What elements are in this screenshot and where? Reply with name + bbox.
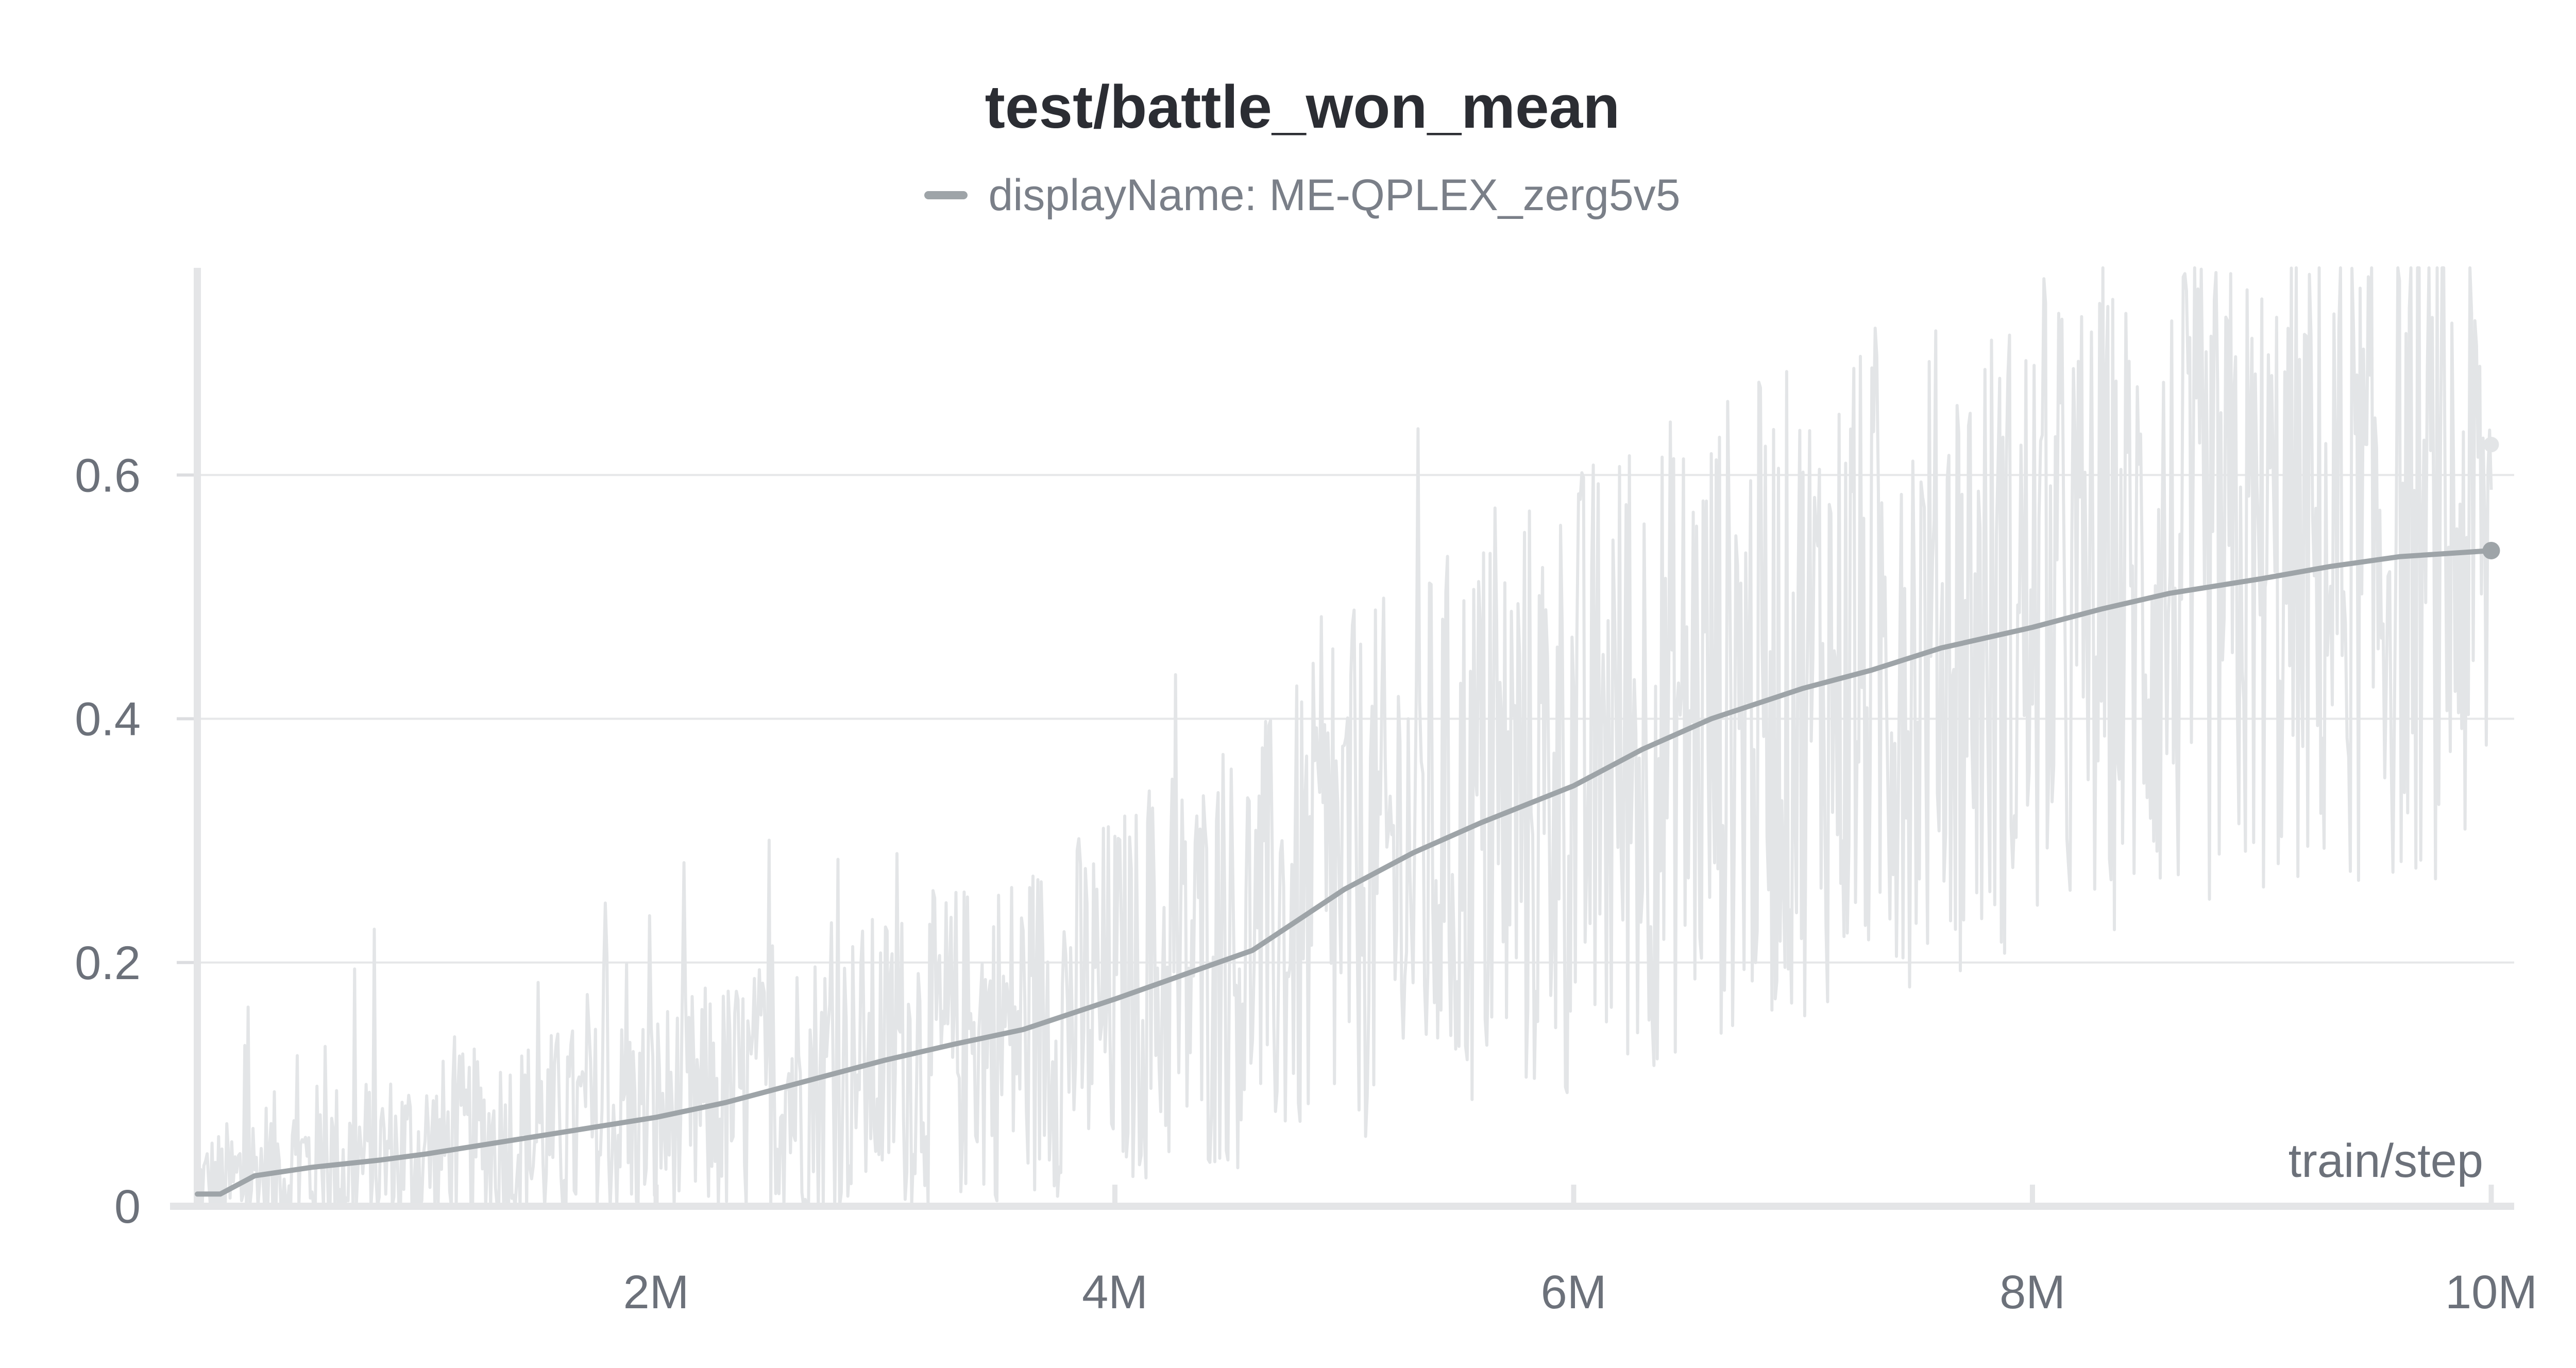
x-tick-label: 8M — [1999, 1266, 2065, 1319]
y-tick-label: 0.2 — [75, 937, 141, 989]
chart-title: test/battle_won_mean — [985, 73, 1620, 141]
y-tick-label: 0.6 — [75, 449, 141, 502]
x-axis-title: train/step — [2289, 1135, 2483, 1187]
raw-last-point — [2483, 437, 2499, 453]
x-tick-label: 6M — [1541, 1266, 1607, 1319]
legend: displayName: ME-QPLEX_zerg5v5 — [0, 170, 2576, 221]
x-tick-label: 2M — [623, 1266, 689, 1319]
label-layer: 0 0.2 0.4 0.6 2M 4M 6M 8M 10M train/step — [75, 449, 2537, 1319]
smoothed-series-line — [195, 548, 2494, 1197]
x-tick-label: 10M — [2445, 1266, 2537, 1319]
raw-series-line — [196, 266, 2493, 1208]
y-tick-label: 0 — [114, 1181, 141, 1233]
y-tick-label: 0.4 — [75, 693, 141, 746]
legend-label: displayName: ME-QPLEX_zerg5v5 — [988, 170, 1681, 220]
smoothed-last-point — [2482, 541, 2500, 559]
legend-swatch — [924, 191, 968, 200]
x-tick-label: 4M — [1082, 1266, 1148, 1319]
smoothed-series-layer — [195, 437, 2500, 1197]
raw-series-layer — [196, 266, 2493, 1208]
axis-layer — [170, 268, 2514, 1210]
